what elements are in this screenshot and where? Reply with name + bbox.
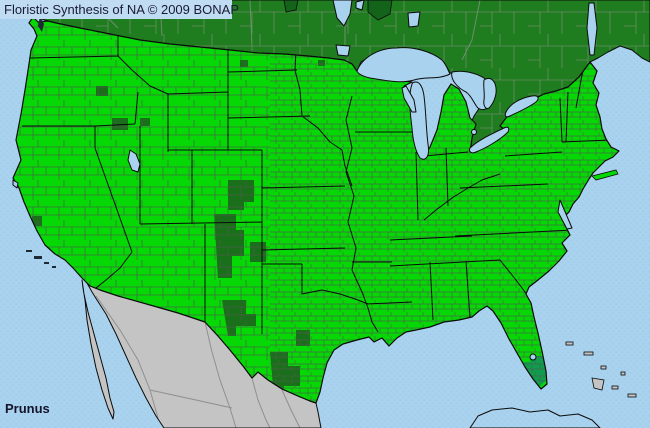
lake-winnipeg (332, 0, 353, 27)
green-bay (401, 85, 417, 113)
map-title: Floristic Synthesis of NA © 2009 BONAP (4, 2, 239, 17)
taxon-label: Prunus (5, 401, 50, 416)
state-borders (22, 22, 611, 334)
andros-island (591, 377, 605, 391)
lake-of-the-woods (335, 44, 351, 57)
region-bahamas (565, 341, 637, 398)
channel-island (44, 262, 49, 264)
lake-nipigon (407, 11, 421, 28)
canada-lakes (332, 0, 598, 57)
lake-erie (469, 126, 510, 154)
coastal-islands (26, 16, 56, 268)
bahama-island (611, 385, 619, 390)
bahama-island (565, 341, 574, 346)
chesapeake-bay (557, 199, 573, 230)
lake-ontario (504, 95, 539, 118)
title-bar-background (0, 0, 232, 19)
region-cuba (469, 407, 601, 428)
lake-superior (356, 47, 451, 83)
long-island (591, 169, 619, 181)
channel-island (52, 266, 56, 268)
james-bay-dark-patch (367, 0, 393, 21)
san-francisco-bay (12, 179, 19, 189)
new-brunswick-river (586, 2, 598, 56)
lake-manitoba (355, 0, 365, 11)
bahama-island (583, 351, 594, 356)
great-lakes (12, 47, 573, 361)
lake-st-clair (471, 129, 477, 135)
bahama-island (620, 371, 626, 376)
bahama-island (627, 393, 637, 398)
region-mexico (81, 279, 322, 428)
great-salt-lake (127, 149, 141, 173)
channel-island (34, 256, 42, 259)
georgian-bay (483, 77, 497, 109)
north-lake-dark-patch (283, 0, 299, 13)
mexico-state-borders (95, 295, 301, 428)
lake-okeechobee (529, 353, 537, 361)
puget-sound (38, 16, 44, 32)
title-bar: Floristic Synthesis of NA © 2009 BONAP (0, 0, 239, 19)
bahama-island (600, 365, 607, 370)
channel-island (26, 250, 32, 252)
